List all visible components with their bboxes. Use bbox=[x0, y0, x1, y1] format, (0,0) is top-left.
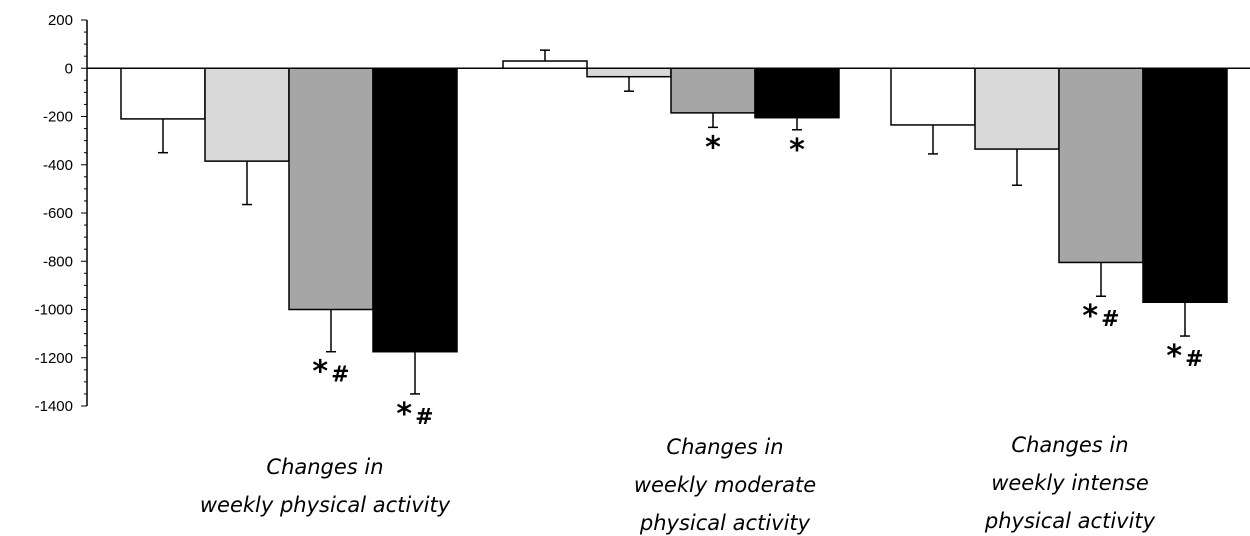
bar bbox=[890, 67, 976, 126]
group-label-line: weekly moderate bbox=[634, 473, 816, 497]
bar bbox=[1142, 67, 1228, 304]
significance-marker: * # bbox=[312, 355, 349, 390]
group-label-line: weekly physical activity bbox=[200, 493, 451, 517]
y-tick-label: -800 bbox=[43, 253, 73, 270]
bar bbox=[288, 67, 374, 311]
group-labels: Changes in weekly physical activity Change… bbox=[200, 433, 1156, 535]
y-axis: 200 0 -200 -400 -600 -800 -1000 -1200 -1400 bbox=[35, 12, 88, 415]
bar bbox=[586, 67, 672, 78]
y-tick-label: -1200 bbox=[35, 350, 73, 367]
group-label-line: physical activity bbox=[984, 509, 1156, 533]
significance-marker: * # bbox=[1166, 339, 1203, 374]
group-label-line: Changes in bbox=[1011, 433, 1128, 457]
bars bbox=[120, 49, 1228, 395]
asterisk-marker: * bbox=[1082, 299, 1098, 334]
y-tick-label: -1400 bbox=[35, 398, 73, 415]
y-tick-label: 200 bbox=[48, 12, 73, 29]
group-label-line: Changes in bbox=[666, 435, 783, 459]
significance-marker: * bbox=[789, 133, 805, 168]
y-tick-label: -600 bbox=[43, 205, 73, 222]
bar bbox=[204, 67, 290, 162]
bar bbox=[754, 67, 840, 119]
bar bbox=[502, 60, 588, 70]
asterisk-marker: * bbox=[1166, 339, 1182, 374]
bar bbox=[372, 67, 458, 353]
significance-marker: * # bbox=[396, 397, 433, 432]
significance-markers: * #* #* ** #* # bbox=[312, 130, 1203, 432]
bar bbox=[974, 67, 1060, 150]
hash-marker: # bbox=[1101, 307, 1119, 332]
significance-marker: * bbox=[705, 130, 721, 165]
y-tick-label: -1000 bbox=[35, 302, 73, 319]
hash-marker: # bbox=[331, 363, 349, 388]
bar bbox=[120, 67, 206, 120]
y-tick-label: -200 bbox=[43, 109, 73, 126]
bar bbox=[1058, 67, 1144, 264]
asterisk-marker: * bbox=[789, 133, 805, 168]
significance-marker: * # bbox=[1082, 299, 1119, 334]
y-tick-label: 0 bbox=[65, 60, 73, 77]
asterisk-marker: * bbox=[312, 355, 328, 390]
bar bbox=[670, 67, 756, 114]
hash-marker: # bbox=[415, 405, 433, 430]
y-tick-label: -400 bbox=[43, 157, 73, 174]
asterisk-marker: * bbox=[396, 397, 412, 432]
group-label-line: physical activity bbox=[639, 511, 811, 535]
group-label-line: weekly intense bbox=[991, 471, 1149, 495]
asterisk-marker: * bbox=[705, 130, 721, 165]
hash-marker: # bbox=[1185, 347, 1203, 372]
group-label-line: Changes in bbox=[266, 455, 383, 479]
